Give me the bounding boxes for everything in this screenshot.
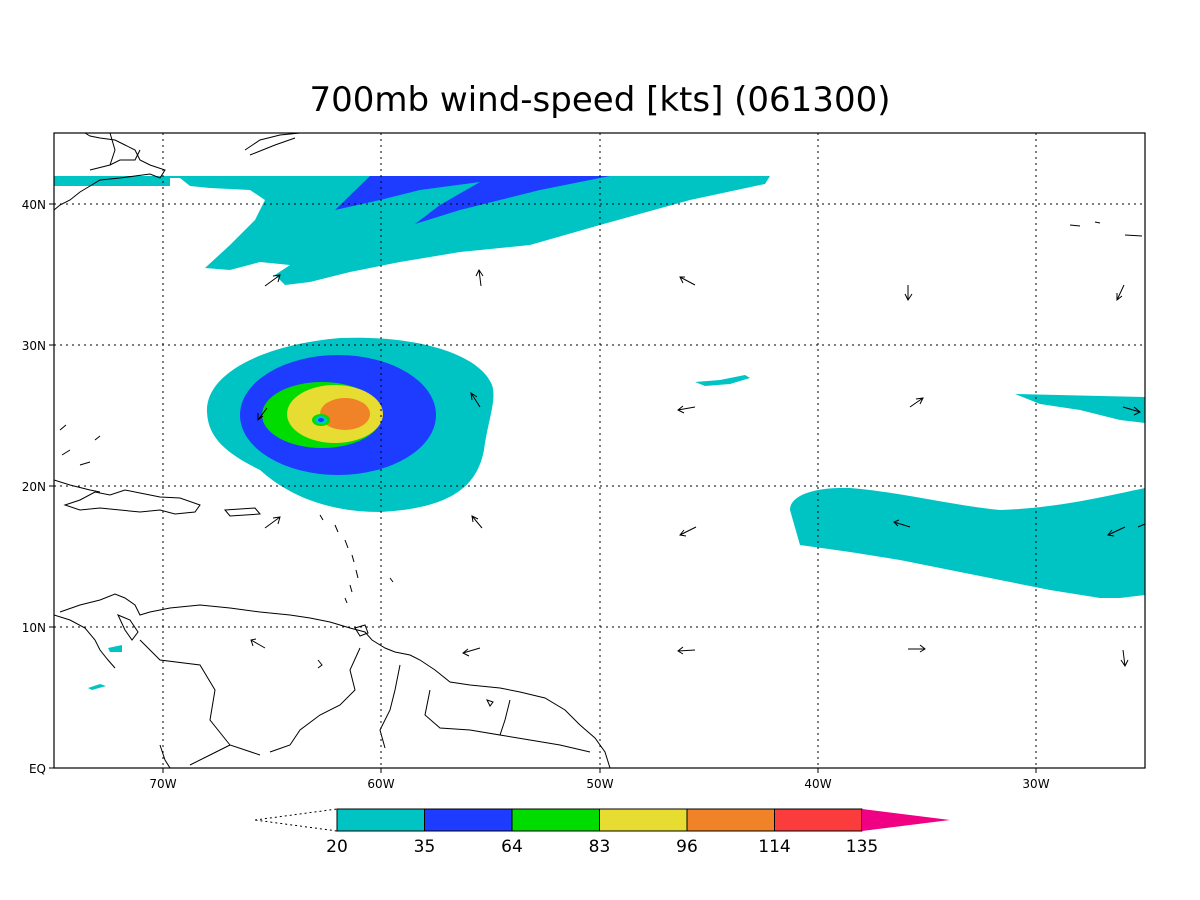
wind-arrow [1116,284,1125,302]
lon-label: 60W [367,777,394,791]
lat-label: 40N [22,198,46,212]
coast-south-america [59,593,611,768]
wind-arrow [250,638,266,649]
wind-arrow [1137,523,1146,528]
colorbar-swatch [686,808,775,832]
jet-band-35kt [335,176,610,224]
wind-arrow [908,644,926,653]
border-venezuela-colombia [139,639,261,756]
patch-pacific-20kt [88,684,106,690]
coast-east-islands [1069,221,1143,237]
coast-puerto-rico [223,507,262,517]
wind-arrow [904,285,913,301]
storm-eye-35kt [318,418,324,422]
plot-frame [53,132,1146,769]
colorbar-label: 135 [846,837,878,857]
tick-marks [49,203,1037,773]
wind-arrow [679,276,696,286]
wind-arrow [470,391,481,408]
lat-label: 10N [22,621,46,635]
patch-panama-20kt [108,645,122,652]
wind-arrow [893,519,911,528]
coastlines [54,133,1143,768]
colorbar-label: 64 [501,837,523,857]
wind-arrow [679,526,697,537]
lon-label: 40W [804,777,831,791]
coastal-band-20kt [54,176,170,186]
patch-east-south-20kt [790,487,1145,598]
wind-arrow [264,274,281,287]
border-guyana-suriname [379,664,401,749]
border-suriname-guiana [424,689,511,736]
lon-label: 70W [149,777,176,791]
colorbar: 20 35 64 83 96 114 135 [254,808,950,857]
wind-arrow [909,397,924,408]
colorbar-swatch [774,808,863,832]
coast-barbados [486,699,494,707]
coast-nova-scotia [244,133,301,156]
coast-cuba [54,479,101,493]
wind-arrow [471,515,483,529]
lon-label: 30W [1022,777,1049,791]
jet-band-20kt [54,176,770,285]
wind-arrow [1120,649,1129,667]
coast-lake-maracaibo [117,614,139,641]
wind-vectors [250,269,1146,667]
graticule [54,133,1145,768]
colorbar-swatch [424,808,513,832]
lat-label: 20N [22,480,46,494]
coast-land-border [89,133,141,171]
coast-hispaniola [63,489,201,515]
lat-labels: 40N 30N 20N 10N EQ [22,198,46,776]
wind-arrow [1122,406,1141,416]
coast-central-america [54,614,116,669]
wind-arrow [257,407,268,422]
lon-label: 50W [586,777,613,791]
lat-label: 30N [22,339,46,353]
coast-tobago [317,659,323,669]
wind-arrow [1107,526,1126,537]
colorbar-label: 96 [676,837,698,857]
wind-arrow [677,646,696,655]
storm-ring-96kt [320,398,370,430]
coast-trinidad [354,624,369,637]
colorbar-label: 35 [414,837,436,857]
map-title: 700mb wind-speed [kts] (061300) [309,80,891,120]
lon-labels: 70W 60W 50W 40W 30W [149,777,1049,791]
colorbar-swatch [599,808,688,832]
border-venezuela-guyana [269,647,361,753]
colorbar-label: 114 [758,837,790,857]
wind-arrow [677,405,696,414]
wind-arrow [264,516,281,529]
colorbar-label: 83 [589,837,611,857]
coast-lesser-antilles [319,514,394,604]
wind-speed-shading [54,176,1145,690]
wind-arrow [462,647,481,657]
patch-48w-20kt [695,375,750,386]
border-brazil [159,734,591,768]
coast-bahamas [59,424,101,466]
wind-arrow [475,269,484,287]
patch-east-north-20kt [1015,394,1145,423]
lat-label: EQ [29,762,46,776]
colorbar-swatch [511,808,600,832]
colorbar-max-triangle [862,809,950,831]
colorbar-swatch [336,808,425,832]
colorbar-label: 20 [326,837,348,857]
colorbar-min-triangle [254,808,338,832]
coast-north-america [54,133,166,211]
